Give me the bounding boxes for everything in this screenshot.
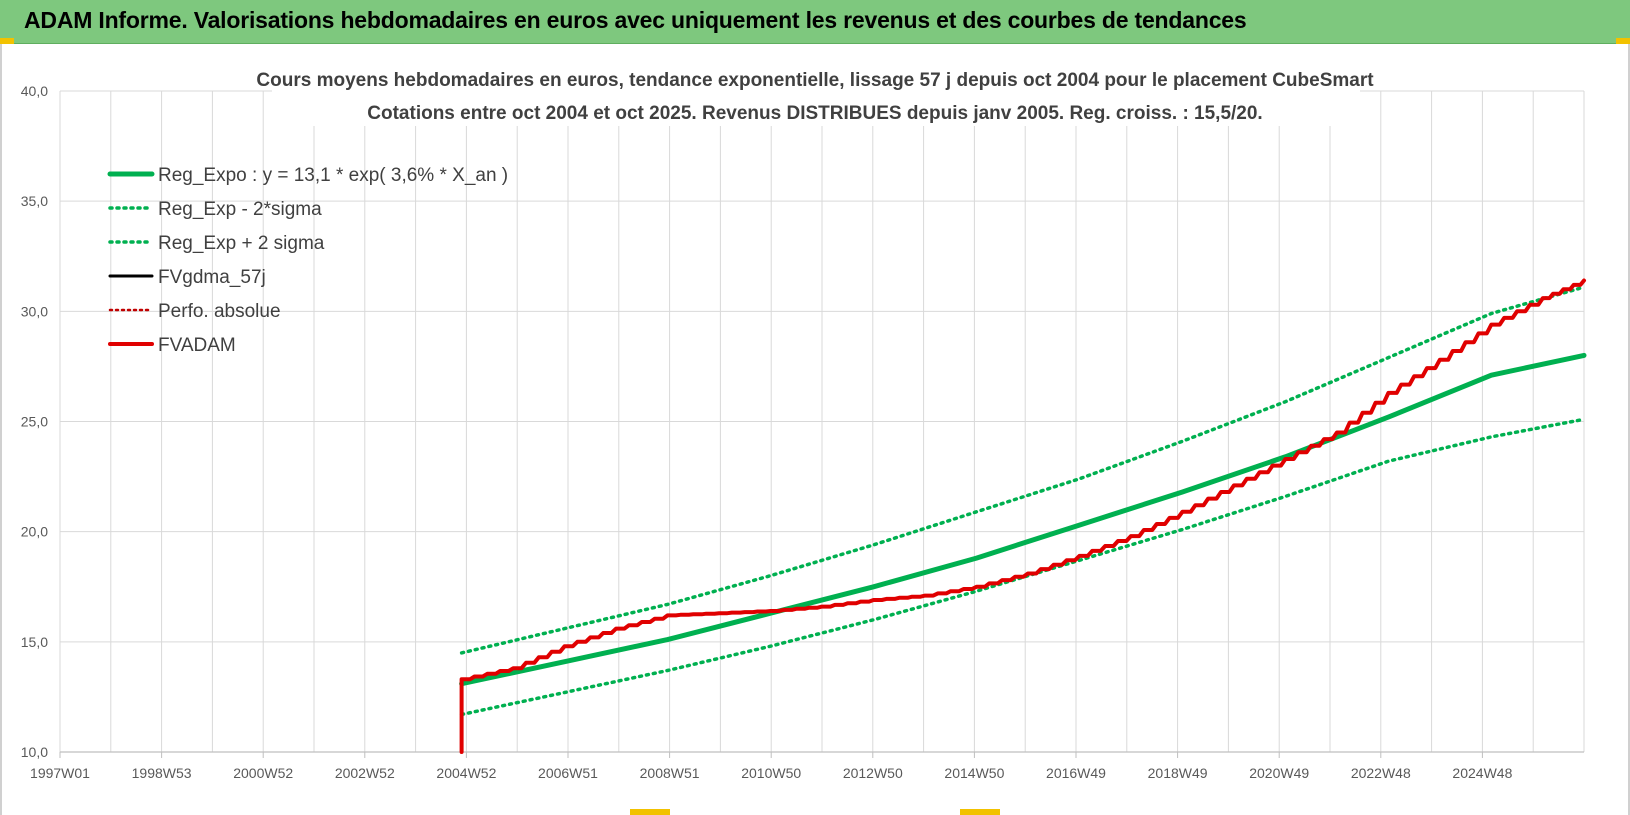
x-tick-label: 2022W48: [1351, 765, 1411, 781]
x-tick-label: 2012W50: [843, 765, 903, 781]
x-axis-ticks: 1997W01 1998W53 2000W52 2002W52 2004W52 2006W…: [30, 752, 1513, 781]
x-tick-label: 2024W48: [1452, 765, 1512, 781]
series-line: [459, 285, 1586, 655]
x-tick-label: 2018W49: [1148, 765, 1208, 781]
y-tick-label: 25,0: [21, 414, 48, 430]
report-title: ADAM Informe. Valorisations hebdomadaire…: [24, 7, 1247, 33]
x-tick-label: 2020W49: [1249, 765, 1309, 781]
x-tick-label: 2010W50: [741, 765, 801, 781]
chart-series: [459, 278, 1587, 754]
x-tick-label: 2008W51: [640, 765, 700, 781]
chart-legend: Reg_Expo : y = 13,1 * exp( 3,6% * X_an )…: [107, 165, 508, 356]
x-tick-label: 2000W52: [233, 765, 293, 781]
y-tick-label: 20,0: [21, 524, 48, 540]
chart-subtitle: Cotations entre oct 2004 et oct 2025. Re…: [367, 103, 1262, 124]
x-tick-label: 1997W01: [30, 765, 90, 781]
y-tick-label: 40,0: [21, 83, 48, 99]
y-axis-ticks: 10,0 15,0 20,0 25,0 30,0 35,0 40,0: [21, 83, 48, 760]
chart-frame: [0, 44, 1630, 815]
series-line: [459, 417, 1586, 717]
legend-label: Reg_Exp + 2 sigma: [158, 233, 325, 254]
x-tick-label: 2002W52: [335, 765, 395, 781]
corner-marker-right: [1616, 38, 1630, 44]
y-tick-label: 35,0: [21, 193, 48, 209]
legend-label: FVgdma_57j: [158, 267, 266, 288]
series-line: [459, 278, 1586, 754]
x-tick-label: 2014W50: [944, 765, 1004, 781]
x-tick-label: 1998W53: [132, 765, 192, 781]
legend-label: Reg_Exp - 2*sigma: [158, 199, 322, 220]
x-tick-label: 2006W51: [538, 765, 598, 781]
y-tick-label: 30,0: [21, 303, 48, 319]
report-banner: ADAM Informe. Valorisations hebdomadaire…: [0, 0, 1630, 44]
chart-title: Cours moyens hebdomadaires en euros, ten…: [256, 70, 1374, 91]
legend-label: Reg_Expo : y = 13,1 * exp( 3,6% * X_an ): [158, 165, 508, 186]
y-tick-label: 15,0: [21, 634, 48, 650]
x-tick-label: 2004W52: [436, 765, 496, 781]
bottom-marker: [630, 809, 670, 815]
corner-marker-left: [0, 38, 14, 44]
legend-label: Perfo. absolue: [158, 301, 281, 322]
y-tick-label: 10,0: [21, 744, 48, 760]
chart-grid: [59, 90, 1585, 753]
bottom-marker: [960, 809, 1000, 815]
x-tick-label: 2016W49: [1046, 765, 1106, 781]
legend-label: FVADAM: [158, 335, 236, 356]
series-line: [459, 352, 1587, 687]
chart-title-block: Cours moyens hebdomadaires en euros, ten…: [256, 62, 1374, 126]
